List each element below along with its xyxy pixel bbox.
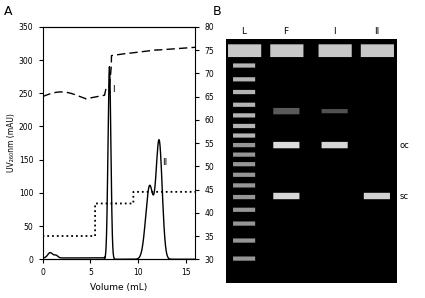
Text: II: II	[162, 159, 167, 167]
Text: A: A	[4, 5, 13, 18]
Text: oc: oc	[400, 141, 409, 150]
Text: sc: sc	[400, 192, 408, 201]
Y-axis label: UV₂₆₀nm (mAU): UV₂₆₀nm (mAU)	[7, 114, 16, 173]
Text: II: II	[374, 27, 379, 36]
X-axis label: Volume (mL): Volume (mL)	[91, 283, 147, 292]
Text: L: L	[241, 27, 246, 36]
Text: I: I	[112, 86, 114, 94]
Text: F: F	[283, 27, 289, 36]
Text: I: I	[333, 27, 336, 36]
Y-axis label: Cond (mS/cm)
%R: Cond (mS/cm) %R	[231, 116, 250, 170]
Text: B: B	[212, 5, 221, 18]
